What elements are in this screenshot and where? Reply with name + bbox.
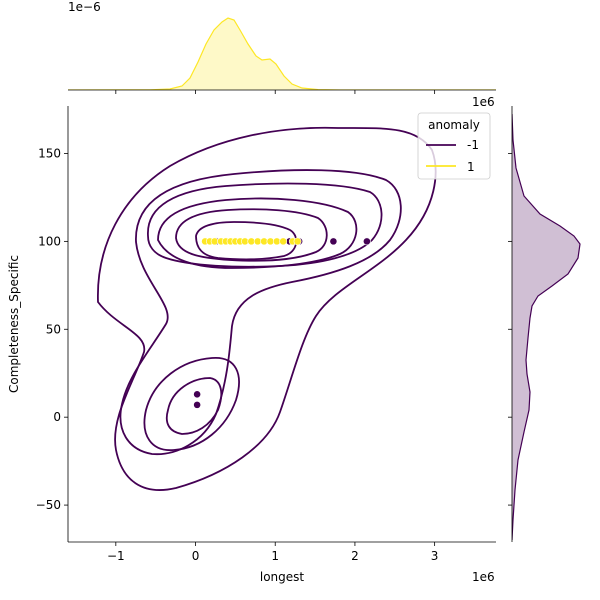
scatter-point-neg1	[329, 237, 338, 246]
top-marginal-offset-text: 1e−6	[68, 0, 101, 14]
y-tick-label: −50	[36, 498, 61, 512]
x-tick-label: −1	[107, 549, 125, 563]
kde-contour-level-1	[97, 126, 437, 491]
scatter-point-neg1	[362, 237, 371, 246]
scatter-point-neg1	[193, 400, 202, 409]
y-tick-label: 150	[38, 146, 61, 160]
y-tick-label: 0	[53, 410, 61, 424]
kde-contour-level-3	[147, 182, 383, 268]
scatter-point-pos1	[293, 237, 302, 246]
legend-label-pos1: 1	[467, 160, 475, 174]
top-marginal: 1e−6	[68, 0, 496, 94]
main-axes-spines	[67, 106, 496, 543]
y-axis-title: Completeness_Specific	[7, 255, 21, 393]
x-tick-label: 0	[192, 549, 200, 563]
kde-contour-level-4	[157, 197, 358, 269]
legend: anomaly -1 1	[417, 112, 491, 180]
kde-contours	[97, 126, 437, 491]
x-axis-offset-text: 1e6	[472, 570, 495, 584]
kde-contour-low-2	[165, 377, 223, 435]
top-marginal-density-curve	[68, 17, 496, 90]
scatter-point-neg1	[193, 390, 202, 399]
kde-contour-low-1	[143, 357, 240, 451]
top-marginal-density-fill	[68, 18, 496, 90]
x-tick-label: 3	[431, 549, 439, 563]
right-marginal-density-curve	[512, 113, 581, 541]
y-axis-ticks: −50 0 50 100 150	[36, 146, 68, 512]
x-tick-label: 1	[271, 549, 279, 563]
kde-contour-level-2	[119, 169, 402, 456]
main-plot: −1 0 1 2 3 −50 0 50 100 150 longest Completeness…	[7, 106, 496, 584]
kde-contour-level-6	[195, 221, 298, 261]
x-axis-title: longest	[260, 570, 305, 584]
x-axis-ticks: −1 0 1 2 3	[107, 542, 438, 563]
right-marginal-y-ticks	[508, 153, 512, 506]
y-tick-label: 100	[38, 234, 61, 248]
kde-contour-level-5	[175, 208, 328, 262]
scatter-points	[193, 237, 371, 409]
scatter-point-pos1	[279, 237, 288, 246]
y-tick-label: 50	[46, 322, 61, 336]
legend-label-neg1: -1	[467, 138, 479, 152]
legend-title: anomaly	[428, 118, 480, 132]
x-tick-label: 2	[351, 549, 359, 563]
right-marginal-offset-text: 1e6	[472, 95, 495, 109]
top-marginal-x-ticks	[115, 90, 436, 94]
right-marginal-density-fill	[512, 114, 580, 540]
right-marginal: 1e6	[472, 95, 581, 542]
legend-frame	[417, 112, 491, 180]
